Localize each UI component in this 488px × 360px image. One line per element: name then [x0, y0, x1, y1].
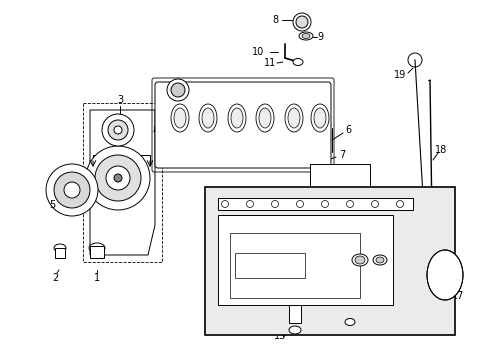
- Ellipse shape: [230, 108, 243, 128]
- Ellipse shape: [199, 104, 217, 132]
- Text: 19: 19: [393, 70, 406, 80]
- Ellipse shape: [288, 326, 301, 334]
- Ellipse shape: [256, 104, 273, 132]
- Ellipse shape: [372, 255, 386, 265]
- Ellipse shape: [302, 33, 309, 39]
- Circle shape: [295, 16, 307, 28]
- Ellipse shape: [285, 104, 303, 132]
- Circle shape: [346, 201, 353, 207]
- Circle shape: [54, 172, 90, 208]
- Text: 2: 2: [52, 273, 58, 283]
- Circle shape: [271, 201, 278, 207]
- Bar: [309, 164, 369, 192]
- Text: 12: 12: [206, 255, 219, 265]
- Ellipse shape: [89, 243, 105, 253]
- FancyBboxPatch shape: [155, 82, 330, 168]
- Bar: [55, 248, 65, 258]
- Ellipse shape: [375, 257, 383, 263]
- Ellipse shape: [354, 256, 364, 264]
- Circle shape: [108, 120, 128, 140]
- Bar: [204, 187, 454, 335]
- Circle shape: [371, 201, 378, 207]
- Circle shape: [106, 166, 130, 190]
- Circle shape: [95, 155, 141, 201]
- Circle shape: [114, 174, 122, 182]
- Text: 7: 7: [338, 150, 345, 160]
- Circle shape: [86, 146, 150, 210]
- Circle shape: [321, 201, 328, 207]
- Circle shape: [46, 164, 98, 216]
- Text: 1: 1: [94, 273, 100, 283]
- Text: 9: 9: [316, 32, 323, 42]
- Text: 13: 13: [418, 202, 430, 212]
- Circle shape: [407, 53, 421, 67]
- Ellipse shape: [171, 104, 189, 132]
- Text: 11: 11: [264, 58, 276, 68]
- Circle shape: [296, 201, 303, 207]
- Ellipse shape: [298, 32, 312, 40]
- Bar: [288, 305, 301, 323]
- Text: 6: 6: [344, 125, 350, 135]
- Circle shape: [64, 182, 80, 198]
- Circle shape: [246, 201, 253, 207]
- Bar: [229, 233, 359, 298]
- Circle shape: [292, 13, 310, 31]
- Text: 3: 3: [117, 95, 123, 105]
- Bar: [218, 198, 412, 210]
- Text: 14: 14: [356, 310, 368, 320]
- Ellipse shape: [54, 244, 66, 252]
- Circle shape: [221, 201, 228, 207]
- Bar: [90, 246, 104, 258]
- Circle shape: [167, 79, 189, 101]
- Ellipse shape: [351, 254, 367, 266]
- Bar: [235, 253, 305, 278]
- Text: 5: 5: [49, 200, 55, 210]
- Text: 8: 8: [271, 15, 278, 25]
- Ellipse shape: [345, 319, 354, 325]
- Ellipse shape: [227, 104, 245, 132]
- Ellipse shape: [313, 108, 325, 128]
- Text: 4: 4: [157, 115, 163, 125]
- Text: 17: 17: [451, 291, 463, 301]
- Circle shape: [102, 114, 134, 146]
- Ellipse shape: [174, 108, 185, 128]
- Bar: [218, 215, 392, 305]
- Ellipse shape: [292, 58, 303, 66]
- Text: 15: 15: [273, 331, 285, 341]
- Ellipse shape: [287, 108, 299, 128]
- Circle shape: [114, 126, 122, 134]
- Text: 16: 16: [323, 195, 335, 205]
- Ellipse shape: [310, 104, 328, 132]
- Ellipse shape: [259, 108, 270, 128]
- Text: 18: 18: [434, 145, 446, 155]
- Ellipse shape: [426, 250, 462, 300]
- Polygon shape: [90, 110, 155, 255]
- Ellipse shape: [202, 108, 214, 128]
- Circle shape: [396, 201, 403, 207]
- Text: 10: 10: [251, 47, 264, 57]
- Circle shape: [171, 83, 184, 97]
